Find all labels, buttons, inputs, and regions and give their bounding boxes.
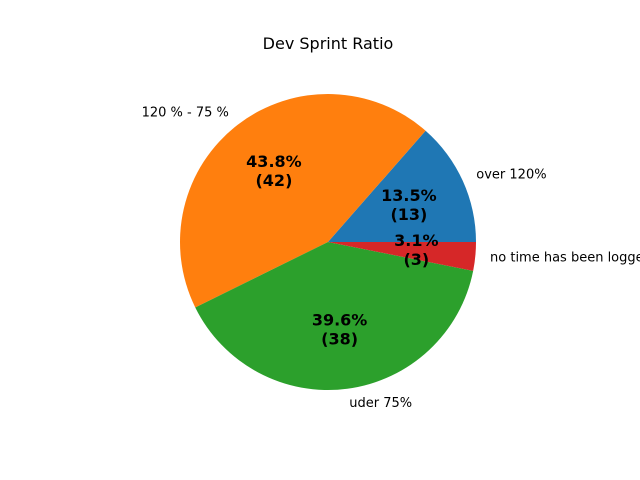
slice-percent-120-75: 43.8%	[246, 152, 302, 171]
pie-labels: over 120% 13.5%(13) 120 % - 75 % 43.8%(42) u…	[142, 105, 640, 411]
slice-label-over-120: over 120%	[476, 167, 546, 182]
slice-count-120-75: (42)	[255, 171, 292, 190]
slice-percent-over-120: 13.5%	[381, 186, 437, 205]
pie-slice-120-75	[179, 93, 426, 308]
pie-slice-over-120	[328, 130, 476, 242]
slice-label-120-75: 120 % - 75 %	[142, 105, 229, 120]
slice-count-over-120: (13)	[390, 205, 427, 224]
slice-label-uder-75: uder 75%	[349, 396, 412, 411]
slice-count-no-time-has-been-logged: (3)	[403, 250, 429, 269]
chart-title: Dev Sprint Ratio	[263, 34, 394, 53]
pie-slice-uder-75	[195, 242, 474, 391]
slice-percent-no-time-has-been-logged: 3.1%	[394, 231, 438, 250]
slice-count-uder-75: (38)	[321, 330, 358, 349]
slice-percent-uder-75: 39.6%	[312, 311, 368, 330]
pie-slices	[179, 93, 476, 391]
pie-slice-no-time-has-been-logged	[328, 242, 476, 271]
slice-label-no-time-has-been-logged: no time has been logged	[490, 250, 640, 265]
